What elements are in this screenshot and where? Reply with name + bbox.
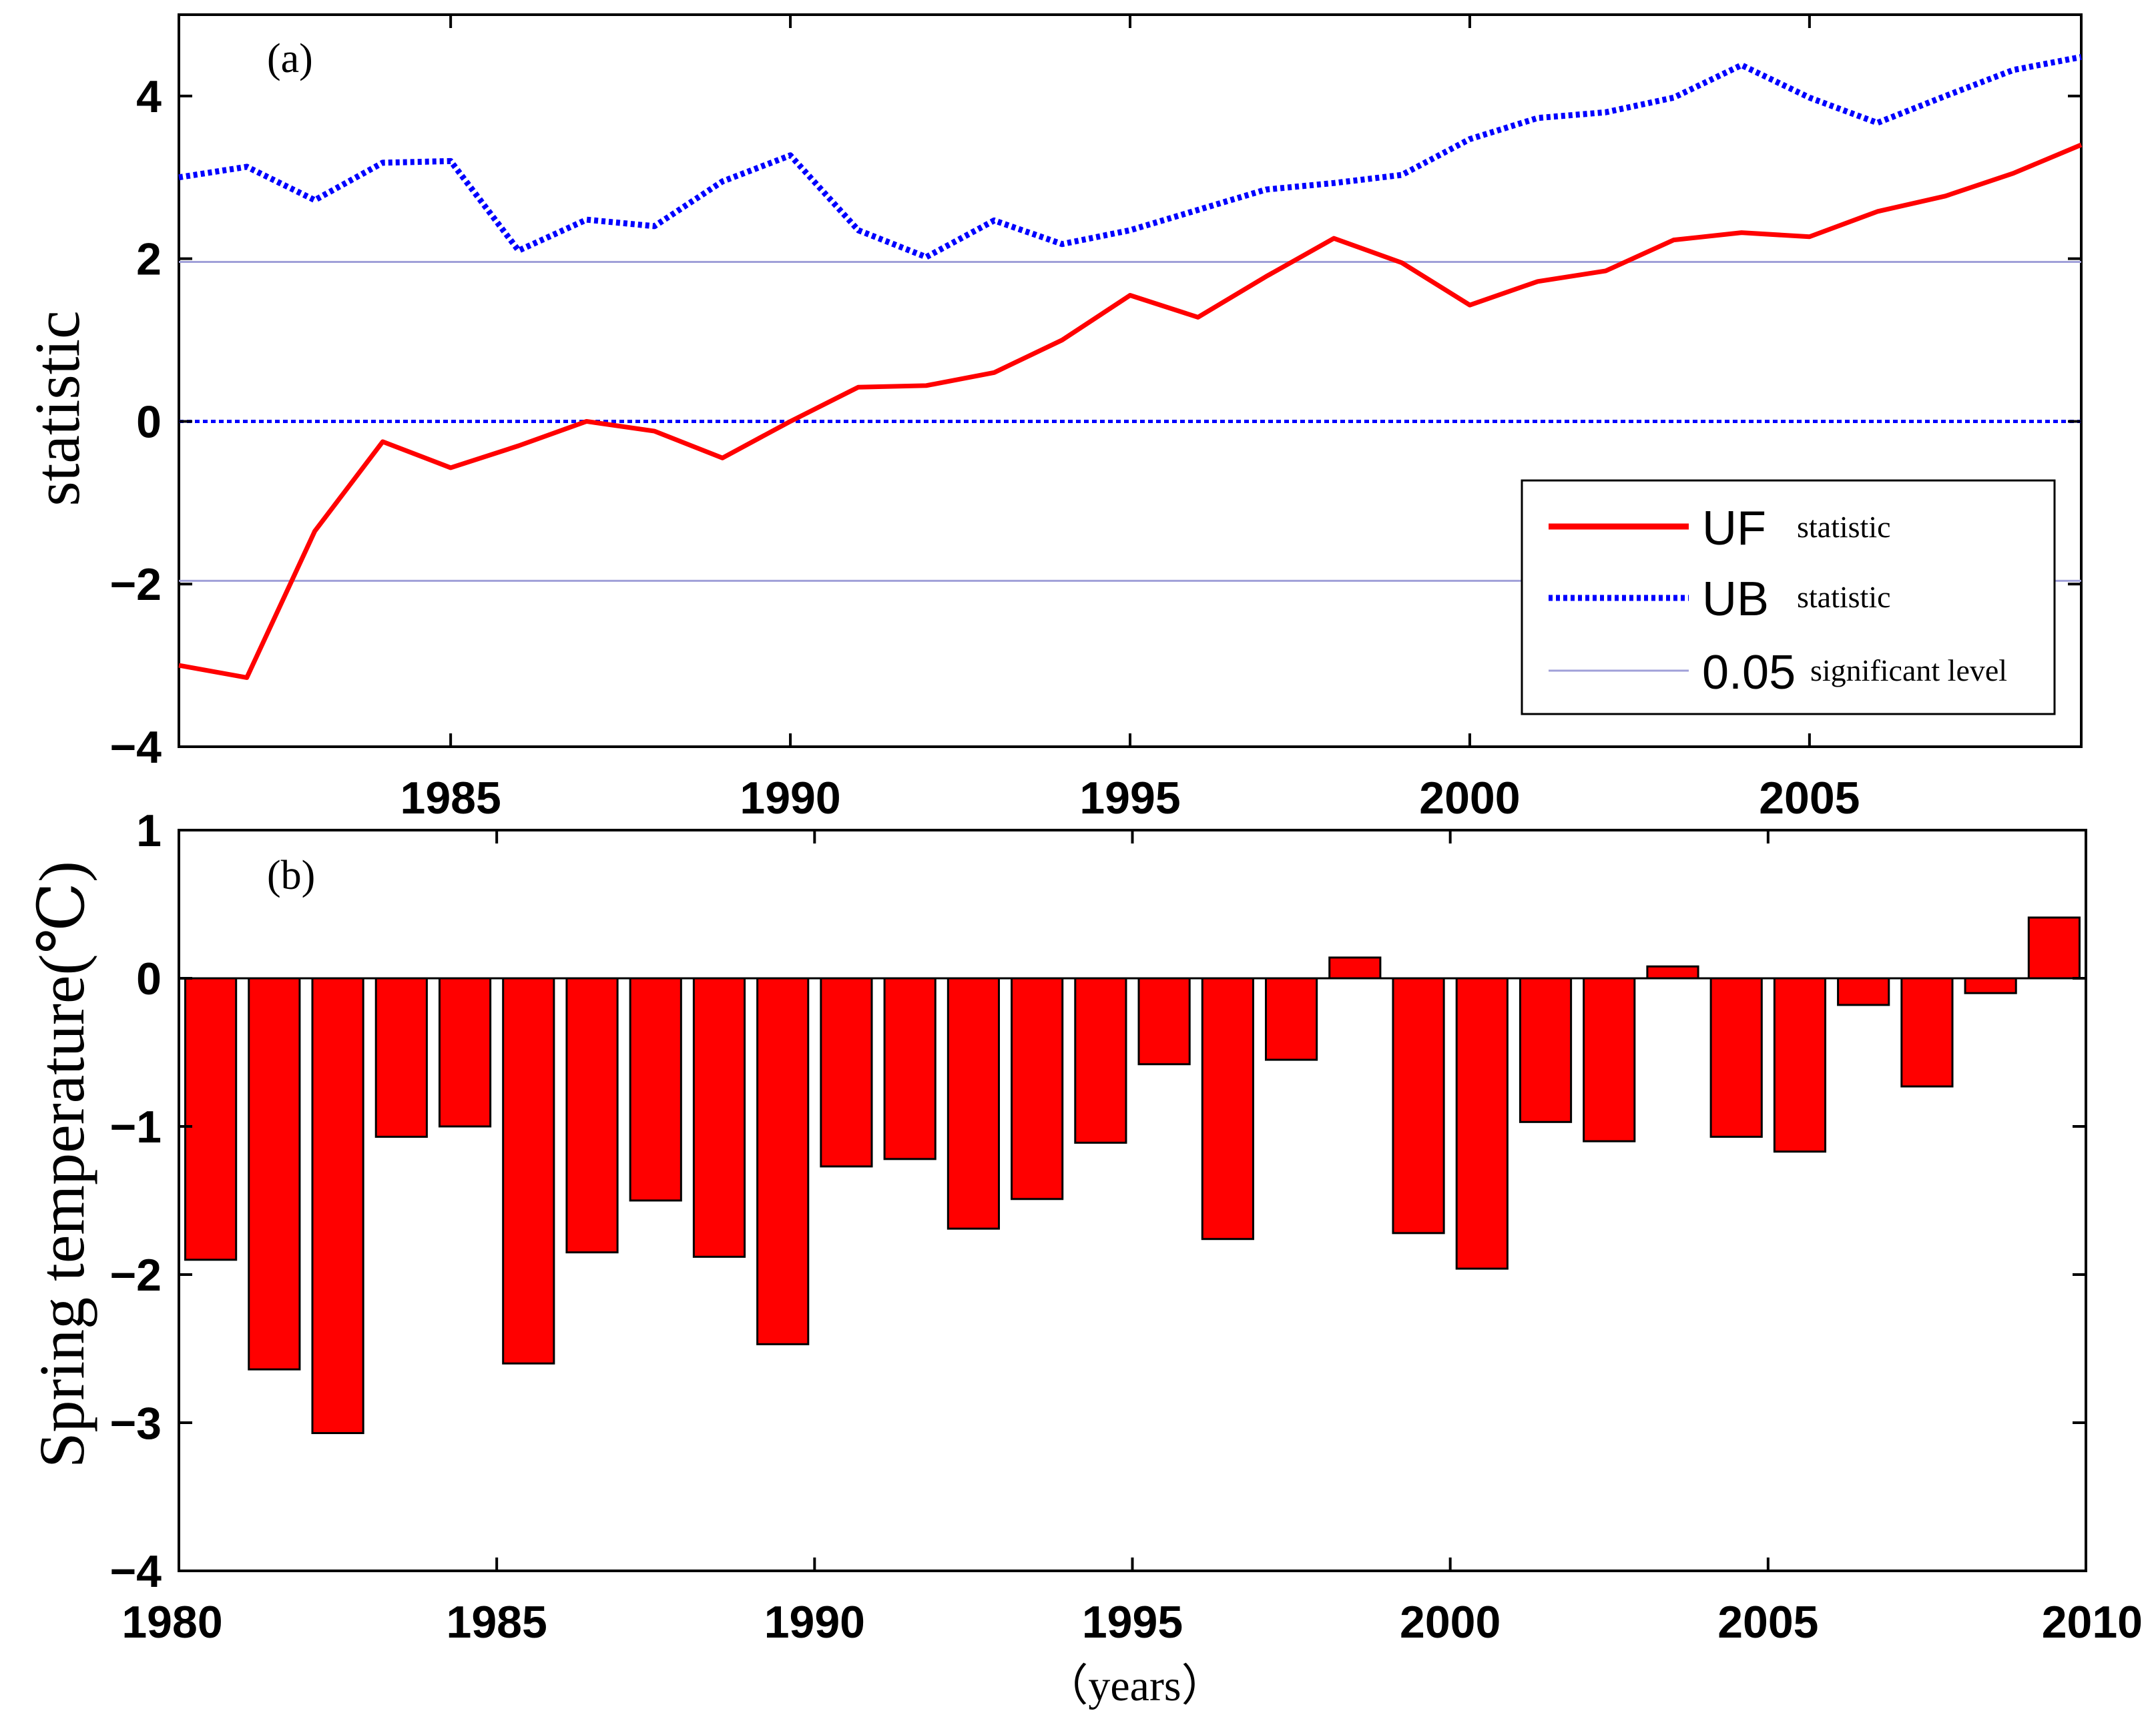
panel-b-ytick-label: −2 [109,1250,162,1301]
bar-1993 [947,977,1001,1230]
bar-1988 [629,977,682,1202]
panel-b-label: (b) [267,853,315,898]
bar-2007 [1837,977,1890,1006]
panel-b-bars [184,916,2081,1435]
legend-significance-label: 0.05 [1702,646,1796,699]
legend-ub-suffix: statistic [1797,580,1891,614]
panel-b-xtick-label: 1990 [764,1597,865,1648]
bar-1999 [1328,956,1382,980]
bar-1991 [820,977,873,1168]
panel-b-x-ticks: 1980 1985 1990 1995 2000 2005 2010 [121,830,2143,1648]
bar-1983 [311,977,364,1435]
legend-uf-suffix: statistic [1797,510,1891,544]
panel-a-ylabel: statistic [21,310,93,506]
panel-a-x-ticks: 1985 1990 1995 2000 2005 [400,15,1860,823]
legend-entry-significance: 0.05 significant level [1549,646,2007,699]
panel-a-y-ticks: −4 −2 0 2 4 [109,71,2081,773]
panel-a-xtick-label: 1990 [740,773,840,823]
legend-ub-label: UB [1702,573,1769,626]
bar-1981 [184,977,238,1261]
bar-1996 [1137,977,1191,1066]
bar-1990 [756,977,810,1345]
panel-b-xtick-label: 2000 [1400,1597,1501,1648]
bar-2004 [1646,965,1699,980]
panel-a-xtick-label: 2000 [1419,773,1520,823]
panel-a-ytick-label: 2 [136,234,162,285]
bar-2008 [1900,977,1954,1088]
panel-b-xtick-label: 1995 [1082,1597,1183,1648]
legend-entry-uf: UF statistic [1549,502,1891,555]
panel-a-xtick-label: 2005 [1759,773,1860,823]
legend: UF statistic UB statistic 0.05 significa… [1521,479,2056,715]
panel-b-xtick-label: 2010 [2042,1597,2143,1648]
panel-b-ytick-label: 0 [136,954,162,1004]
bar-1995 [1074,977,1127,1144]
legend-significance-suffix: significant level [1810,653,2007,687]
bar-1998 [1264,977,1318,1061]
panel-b-y-ticks: −4 −3 −2 −1 0 1 [109,805,2086,1597]
bar-1994 [1011,977,1064,1200]
bar-2006 [1773,977,1827,1153]
panel-b-xlabel: （years） [1044,1662,1225,1710]
bar-2009 [1964,977,2017,994]
panel-a-ytick-label: −4 [109,722,162,773]
bar-1992 [883,977,936,1160]
panel-a-ytick-label: −2 [109,559,162,610]
bar-2003 [1583,977,1636,1142]
series-line-ub [178,53,2082,260]
bar-1987 [565,977,619,1254]
bar-2001 [1455,977,1509,1270]
bar-1986 [502,977,555,1365]
bar-1985 [438,977,492,1128]
panel-a-xtick-label: 1985 [400,773,501,823]
panel-b-ytick-label: −1 [109,1102,162,1152]
panel-b-xtick-label: 1985 [447,1597,547,1648]
panel-b-plot-frame [178,829,2087,1572]
panel-b-ytick-label: 1 [136,805,162,856]
panel-b-xtick-label: 2005 [1717,1597,1818,1648]
legend-uf-label: UF [1702,502,1766,555]
bar-2010 [2027,916,2081,980]
bar-2002 [1519,977,1573,1123]
panel-b-ytick-label: −4 [109,1546,162,1597]
bar-1982 [248,977,301,1371]
panel-b-bar-chart: −4−3−2−101 1980 1985 1990 1995 2000 2005 2010 … [26,805,2143,1710]
panel-a-series [178,53,2083,680]
panel-b-xtick-label: 1980 [121,1597,222,1648]
bar-1997 [1201,977,1254,1241]
bar-1989 [692,977,746,1258]
bar-1984 [374,977,428,1138]
bar-2005 [1709,977,1763,1138]
panel-a-xtick-label: 1995 [1079,773,1180,823]
panel-b-ytick-label: −3 [109,1398,162,1449]
legend-entry-ub: UB statistic [1549,573,1891,626]
bar-2000 [1392,977,1445,1235]
panel-a-label: (a) [267,36,313,81]
panel-a-ytick-label: 0 [136,396,162,447]
panel-a-line-chart: −4 −2 0 2 4 1985 1990 1995 2000 2005 (a) statist… [21,13,2083,823]
panel-b-ylabel: Spring temperature(℃) [26,861,97,1468]
panel-a-ytick-label: 4 [136,71,162,122]
